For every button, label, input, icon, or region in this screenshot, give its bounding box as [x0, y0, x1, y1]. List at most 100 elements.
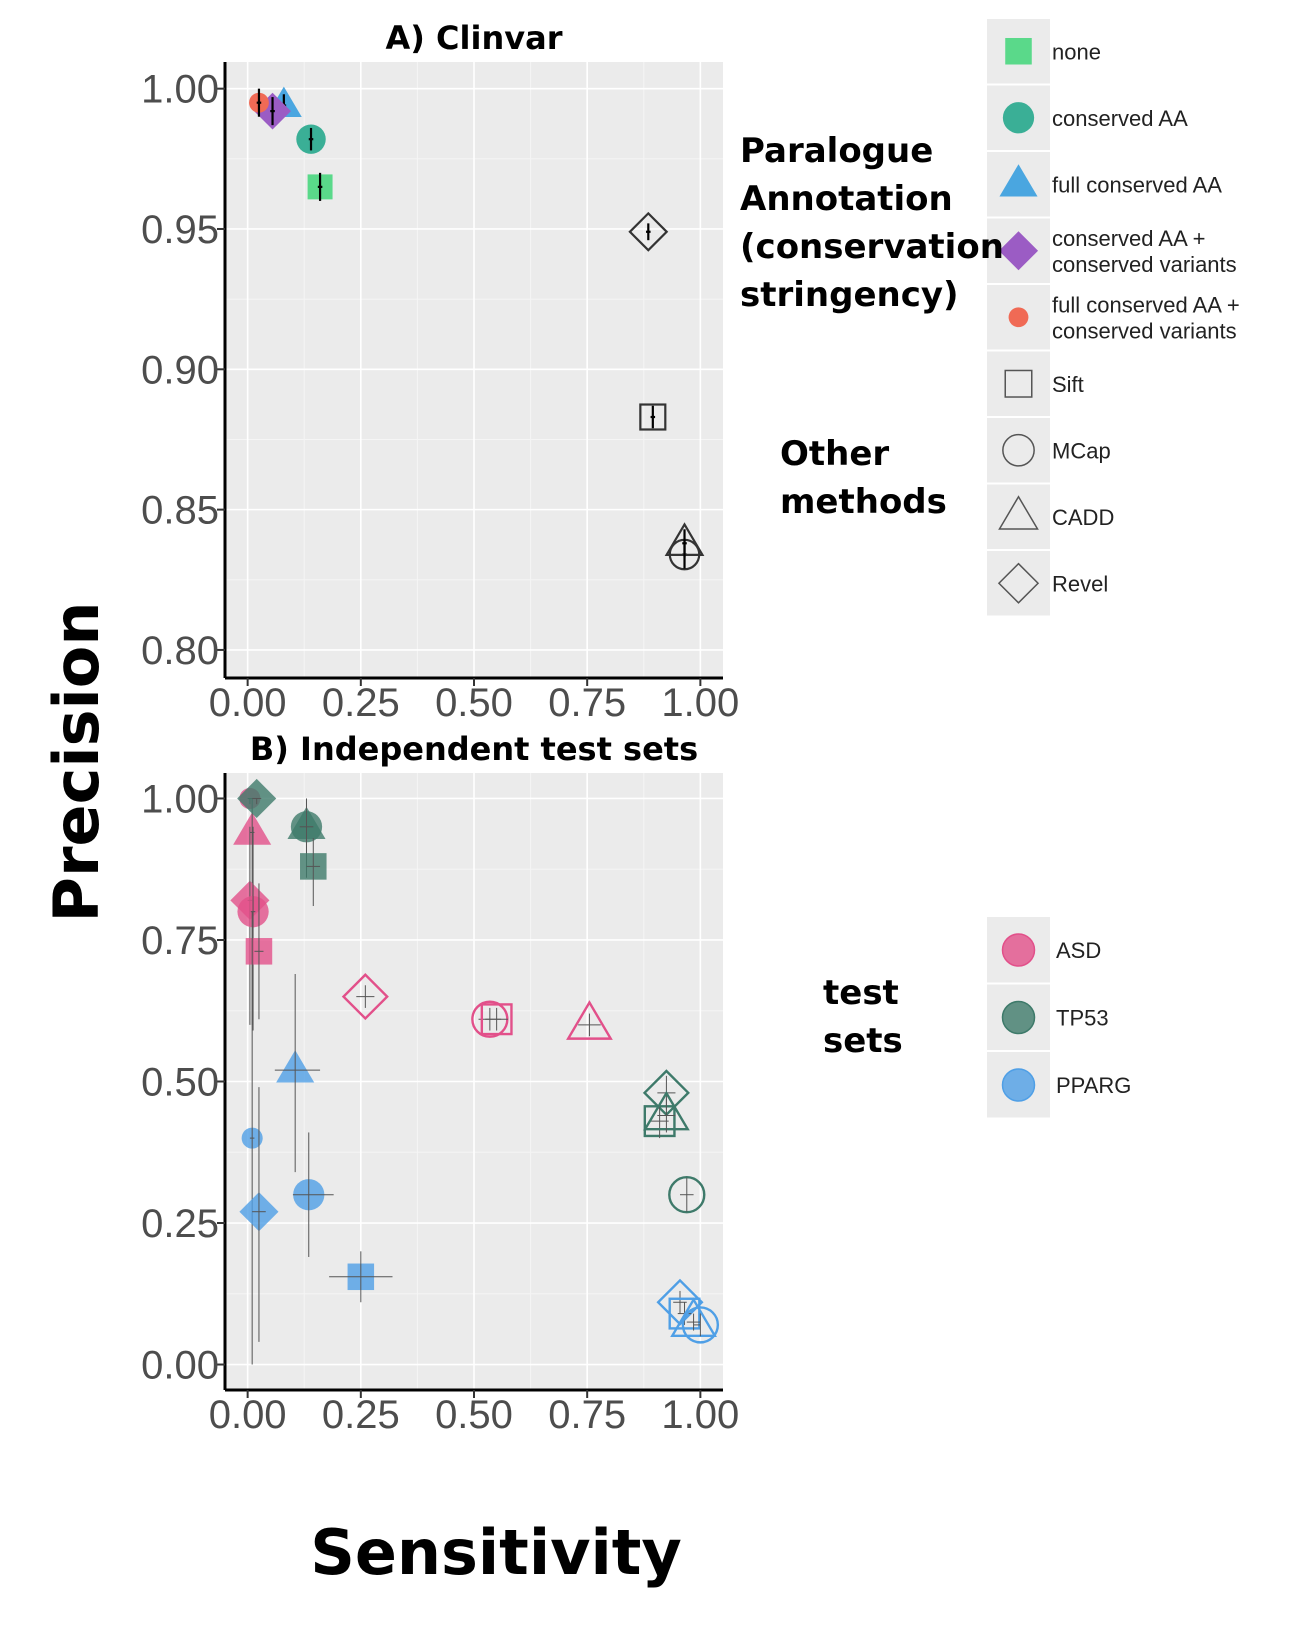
legend-symbol-cadd [998, 495, 1039, 530]
legend-key-bg [987, 551, 1050, 616]
y-tick-label: 0.80 [141, 629, 219, 673]
legend-key-bg [987, 418, 1050, 483]
legend-symbol-conserved-aa-conserved-variants [998, 231, 1039, 271]
legend-label: TP53 [1056, 1006, 1109, 1031]
legend-key-bg [987, 351, 1050, 416]
y-tick-label: 0.95 [141, 208, 219, 252]
test-sets-legend: ASD TP53 PPARG [987, 917, 1131, 1118]
data-points [230, 778, 720, 1365]
legend-label: Sift [1052, 372, 1084, 397]
legend-label: none [1052, 39, 1101, 64]
y-tick-label: 0.00 [141, 1344, 219, 1388]
x-tick-label: 0.25 [322, 1393, 400, 1437]
legend-symbol-conserved-aa [1002, 102, 1035, 134]
x-tick-label: 0.75 [548, 1393, 626, 1437]
point-tp53-mcap [668, 1176, 706, 1214]
point-none [307, 172, 333, 201]
methods-legend: none conserved AA full conserved AA conserv… [987, 19, 1240, 616]
y-tick-label: 0.90 [141, 348, 219, 392]
paralogue-group-label: Annotation [740, 179, 953, 219]
point-asd-conserved-aa [237, 826, 269, 1031]
other-methods-group-label: methods [780, 482, 947, 522]
point-pparg-full-conserved-aa-conserved-variants [241, 911, 263, 1365]
gridlines [225, 62, 723, 678]
paralogue-group-label: Paralogue [740, 131, 933, 171]
legend-label: conserved variants [1052, 318, 1237, 343]
legend-label: conserved AA + [1052, 226, 1206, 251]
panel-title: A) Clinvar [386, 19, 563, 57]
x-tick-label: 0.25 [322, 681, 400, 725]
y-axis-title: Precision [40, 602, 113, 923]
point-marker [628, 211, 669, 252]
panel-a: 0.80 0.85 0.90 0.95 1.00 0.00 0.25 0.50 0.75 1.00… [141, 19, 739, 725]
point-asd-none [245, 883, 273, 1020]
point-full-conserved-aa-conserved-variants [249, 88, 269, 117]
panel-title: B) Independent test sets [250, 730, 698, 768]
point-marker [480, 1003, 513, 1036]
paralogue-group-label: (conservation [740, 227, 1004, 267]
point-marker [668, 1297, 701, 1330]
y-tick-label: 1.00 [141, 777, 219, 821]
legend-label: full conserved AA + [1052, 292, 1240, 317]
legend: none conserved AA full conserved AA conserv… [740, 19, 1240, 1118]
legend-label: ASD [1056, 938, 1101, 963]
point-asd-cadd [566, 1000, 613, 1040]
point-tp53-none [300, 838, 327, 907]
legend-symbol-revel [997, 562, 1040, 604]
point-marker [341, 973, 389, 1021]
legend-key-bg [987, 484, 1050, 549]
x-tick-label: 0.50 [435, 1393, 513, 1437]
legend-symbol-full-conserved-aa-conserved-variants [1008, 307, 1029, 328]
legend-label: conserved AA [1052, 106, 1188, 131]
point-marker [639, 403, 667, 431]
x-tick-label: 0.50 [435, 681, 513, 725]
y-tick-label: 1.00 [141, 68, 219, 112]
legend-label: PPARG [1056, 1073, 1131, 1098]
legend-label: CADD [1052, 505, 1114, 530]
x-tick-label: 1.00 [661, 681, 739, 725]
legend-symbol-sift [1004, 369, 1033, 398]
y-tick-label: 0.75 [141, 919, 219, 963]
point-tp53-cadd [643, 1090, 690, 1133]
other-methods-group-label: Other [780, 434, 889, 474]
y-tick-label: 0.50 [141, 1061, 219, 1105]
data-points [249, 86, 705, 571]
point-pparg-full-conserved-aa [274, 973, 321, 1173]
panel-b: 0.00 0.25 0.50 0.75 1.00 0.00 0.25 0.50 0.75 1.00… [141, 730, 739, 1437]
legend-symbol-none [1005, 37, 1032, 65]
point-pparg-conserved-aa [292, 1132, 334, 1257]
point-pparg-cadd [670, 1297, 717, 1337]
point-marker [670, 1297, 717, 1337]
y-tick-label: 0.85 [141, 489, 219, 533]
point-conserved-aa [296, 124, 326, 154]
x-tick-label: 1.00 [661, 1393, 739, 1437]
point-cadd [664, 522, 705, 558]
point-tp53-conserved-aa [290, 804, 323, 867]
legend-label: conserved variants [1052, 252, 1237, 277]
legend-label: Revel [1052, 571, 1108, 596]
legend-label: full conserved AA [1052, 172, 1222, 197]
point-conserved-aa-conserved-variants [254, 92, 291, 130]
legend-label: MCap [1052, 438, 1111, 463]
point-marker [681, 1306, 720, 1344]
legend-symbol-full-conserved-aa [999, 164, 1038, 197]
point-asd-revel [341, 973, 389, 1021]
point-tp53-conserved-aa-conserved-variants [237, 778, 277, 819]
test-sets-group-label: test [823, 973, 899, 1013]
paralogue-group-label: stringency) [740, 275, 959, 315]
point-sift [639, 403, 667, 431]
y-tick-label: 0.25 [141, 1202, 219, 1246]
point-marker [566, 1000, 613, 1040]
point-marker [668, 1176, 706, 1214]
test-sets-group-label: sets [823, 1021, 903, 1061]
x-tick-label: 0.00 [209, 1393, 287, 1437]
x-tick-label: 0.00 [209, 681, 287, 725]
point-pparg-none [329, 1251, 393, 1303]
point-revel [628, 211, 669, 252]
point-pparg-conserved-aa-conserved-variants [239, 1087, 279, 1342]
legend-symbol-mcap [1002, 433, 1035, 467]
legend-symbol-tp53 [1001, 1000, 1036, 1035]
point-asd-sift [480, 1003, 513, 1036]
legend-symbol-asd [1001, 933, 1036, 967]
